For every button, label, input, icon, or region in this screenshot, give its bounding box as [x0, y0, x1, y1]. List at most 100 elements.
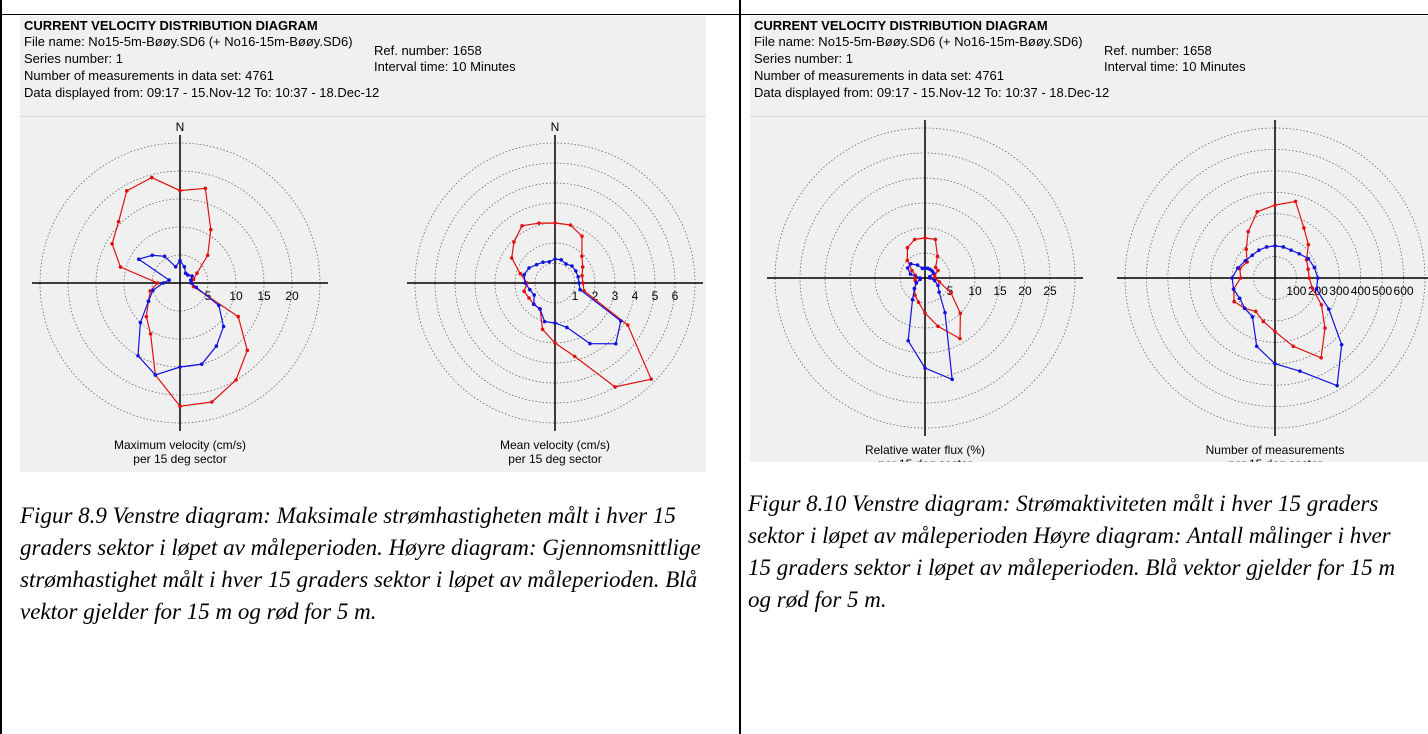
data-point-blue: [1250, 315, 1255, 319]
data-point-blue: [178, 258, 182, 263]
data-point-blue: [1339, 342, 1344, 347]
tick-label: 15: [993, 284, 1007, 298]
data-point-blue: [182, 264, 187, 269]
data-point-blue: [1237, 296, 1242, 301]
data-point-blue: [138, 320, 143, 325]
data-point-red: [923, 311, 927, 315]
data-point-red: [520, 224, 524, 228]
data-point-blue: [1298, 369, 1302, 373]
data-point-blue: [199, 362, 204, 366]
data-point-blue: [936, 283, 940, 288]
data-point-red: [553, 221, 557, 225]
data-point-red: [933, 265, 938, 270]
data-point-red: [937, 280, 942, 284]
data-point-red: [116, 219, 121, 224]
data-point-blue: [1312, 265, 1317, 270]
data-point-blue: [928, 276, 932, 280]
interval-time: Interval time: 10 Minutes: [1104, 59, 1246, 74]
data-point-red: [149, 175, 154, 180]
data-point-blue: [527, 266, 531, 270]
data-point-blue: [1314, 287, 1319, 291]
data-point-red: [1319, 355, 1323, 360]
data-point-blue: [920, 266, 925, 271]
data-point-blue: [162, 254, 167, 259]
tick-label: 20: [1018, 284, 1032, 298]
data-point-red: [1306, 242, 1311, 247]
data-point-blue: [573, 269, 578, 273]
data-point-blue: [912, 286, 917, 291]
data-point-blue: [541, 260, 545, 265]
data-point-red: [553, 341, 557, 345]
table-top-border: [0, 14, 1428, 15]
data-point-red: [527, 296, 531, 300]
tick-label: 1: [572, 289, 579, 303]
data-point-red: [613, 385, 617, 389]
data-point-blue: [908, 272, 913, 276]
data-point-blue: [1264, 245, 1269, 249]
data-point-red: [178, 404, 182, 409]
data-point-red: [1291, 344, 1296, 349]
tick-label: 15: [257, 289, 271, 303]
data-point-red: [580, 273, 584, 278]
data-point-blue: [588, 341, 592, 346]
ref-number: Ref. number: 1658: [374, 43, 482, 58]
data-point-red: [509, 256, 514, 260]
data-point-red: [144, 314, 149, 319]
data-point-blue: [937, 290, 941, 294]
data-point-red: [1293, 199, 1298, 204]
data-point-blue: [153, 373, 158, 377]
data-point-blue: [576, 274, 580, 279]
chart-caption: Maximum velocity (cm/s): [114, 438, 246, 452]
data-point-blue: [151, 288, 155, 293]
data-point-red: [1273, 203, 1277, 207]
tick-label: 600: [1394, 284, 1414, 298]
data-point-blue: [931, 271, 936, 275]
diagram-title: CURRENT VELOCITY DISTRIBUTION DIAGRAM: [754, 18, 1048, 33]
data-point-blue: [538, 307, 542, 311]
data-point-red: [1255, 209, 1260, 214]
figure-8-9: CURRENT VELOCITY DISTRIBUTION DIAGRAM Fi…: [20, 16, 706, 472]
tick-label: 5: [947, 284, 954, 298]
data-point-blue: [1316, 276, 1320, 280]
data-point-blue: [1257, 248, 1261, 252]
tick-label: 2: [592, 289, 599, 303]
data-point-blue: [523, 281, 527, 285]
data-point-red: [568, 223, 573, 227]
tick-label: 400: [1351, 284, 1371, 298]
data-point-red: [118, 265, 123, 269]
data-point-red: [178, 188, 182, 193]
data-point-red: [958, 336, 962, 341]
data-point-blue: [578, 287, 582, 292]
data-point-red: [203, 186, 208, 191]
data-point-red: [205, 253, 210, 258]
data-point-blue: [1230, 276, 1234, 280]
data-point-red: [580, 265, 585, 269]
data-point-blue: [167, 278, 171, 282]
north-label: N: [176, 120, 185, 134]
data-point-blue: [614, 342, 618, 346]
series-line-blue: [137, 254, 225, 376]
tick-label: 300: [1329, 284, 1349, 298]
data-point-blue: [1273, 244, 1277, 248]
data-point-blue: [150, 253, 155, 258]
data-point-red: [148, 332, 153, 336]
data-point-blue: [1242, 306, 1247, 311]
data-point-blue: [1297, 251, 1302, 256]
data-point-red: [905, 258, 910, 263]
data-point-red: [580, 234, 584, 239]
series-number: Series number: 1: [24, 51, 123, 66]
data-point-blue: [1235, 266, 1240, 270]
data-point-red: [234, 378, 238, 382]
data-point-red: [572, 354, 577, 359]
data-point-blue: [146, 299, 151, 303]
data-point-blue: [178, 365, 182, 369]
data-point-red: [1306, 267, 1310, 271]
data-point-red: [923, 236, 927, 240]
data-point-blue: [915, 263, 920, 267]
data-point-red: [910, 268, 914, 273]
measurement-count-plot: N100200300400500600Number of measurement…: [1117, 116, 1428, 462]
data-point-red: [191, 277, 196, 282]
tick-label: 500: [1372, 284, 1392, 298]
data-point-blue: [1327, 307, 1331, 311]
data-point-red: [1323, 326, 1327, 330]
